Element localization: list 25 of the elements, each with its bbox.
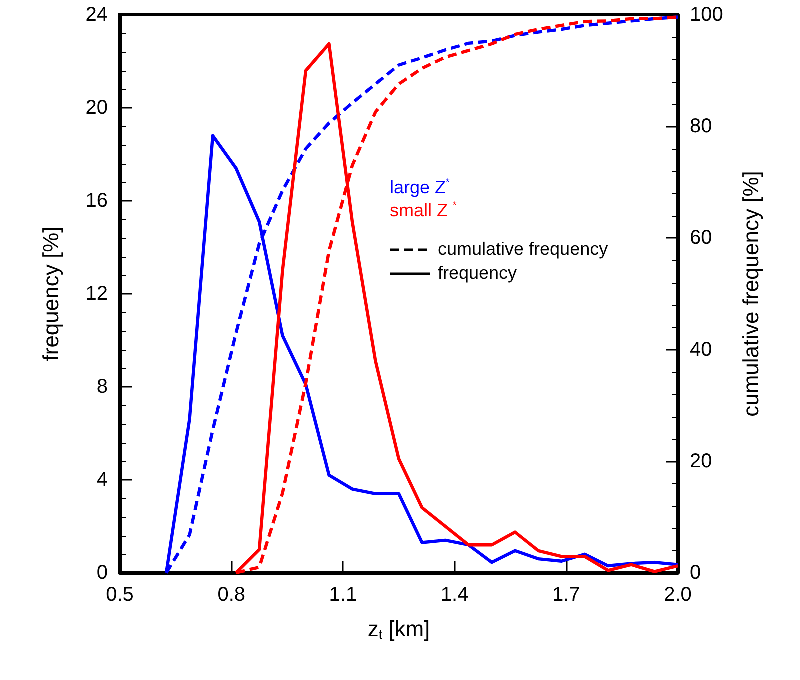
- y2-tick-label: 40: [690, 338, 712, 361]
- y2-tick-label: 80: [690, 116, 712, 138]
- text: small Z *: [390, 200, 457, 220]
- y-tick-label: 0: [96, 562, 108, 584]
- x-tick-label: 0.5: [106, 584, 134, 606]
- y-tick-label: 8: [96, 376, 108, 398]
- y2-axis-title: cumulative frequency [%]: [738, 171, 764, 417]
- y-tick-label: 20: [86, 97, 108, 119]
- x-tick-label: 1.1: [329, 584, 358, 606]
- y-tick-label: 16: [86, 190, 108, 212]
- x-tick-label: 1.7: [552, 584, 580, 606]
- annotation: frequency: [438, 263, 518, 283]
- y-axis-title: frequency [%]: [38, 226, 64, 362]
- x-tick-label: 0.8: [218, 584, 246, 606]
- y-tick-label: 4: [96, 469, 108, 491]
- text: large Z*: [390, 178, 450, 198]
- y2-tick-label: 0: [690, 562, 702, 584]
- y2-tick-label: 100: [690, 4, 724, 26]
- annotation: cumulative frequency: [438, 239, 608, 259]
- y2-tick-label: 20: [690, 450, 712, 472]
- y-tick-label: 24: [86, 4, 108, 26]
- y-tick-label: 12: [86, 283, 108, 305]
- y2-tick-label: 60: [690, 227, 712, 250]
- x-tick-label: 2.0: [664, 584, 692, 606]
- x-tick-label: 1.4: [440, 584, 469, 606]
